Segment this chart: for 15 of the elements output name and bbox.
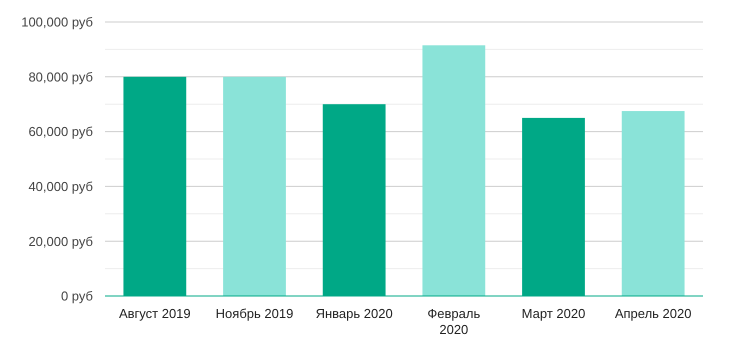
y-tick-label: 40,000 руб — [28, 178, 93, 194]
x-tick-label: Февраль 2020 — [427, 306, 480, 337]
bar — [622, 111, 685, 296]
x-tick-label: Март 2020 — [522, 306, 586, 321]
y-tick-label: 100,000 руб — [21, 14, 93, 30]
y-tick-label: 60,000 руб — [28, 124, 93, 140]
bar — [422, 45, 486, 296]
x-tick-label: Апрель 2020 — [614, 306, 692, 321]
y-tick-label: 0 руб — [60, 288, 93, 304]
x-tick-label: Январь 2020 — [316, 306, 393, 321]
y-tick-label: 20,000 руб — [28, 234, 93, 249]
x-tick-label: Ноябрь 2019 — [216, 306, 294, 321]
bar — [223, 76, 286, 296]
y-tick-label: 80,000 руб — [28, 69, 93, 84]
x-tick-label: Август 2019 — [118, 306, 191, 321]
